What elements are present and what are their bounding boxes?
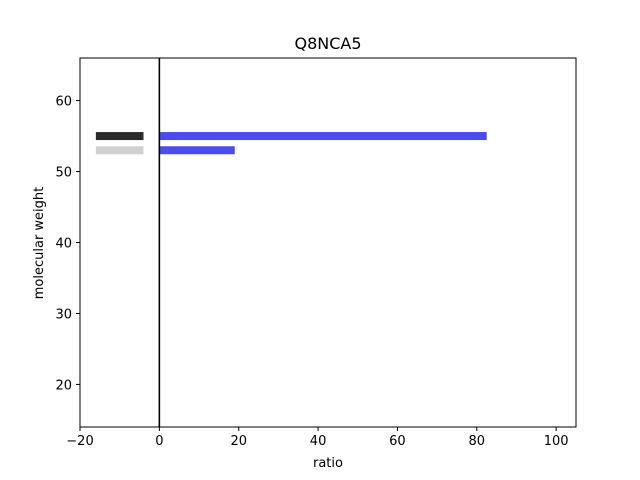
- x-tick-label: 20: [230, 434, 247, 449]
- plot-frame: [79, 57, 577, 428]
- x-axis-label: ratio: [313, 456, 343, 471]
- chart-title: Q8NCA5: [294, 34, 361, 53]
- x-tick-label: 60: [389, 434, 406, 449]
- y-axis-ticks: 20 30 40 50 60: [55, 95, 80, 393]
- marker-bar-0: [95, 132, 144, 141]
- y-tick-label: 60: [55, 95, 72, 110]
- x-tick-label: 80: [469, 434, 486, 449]
- x-tick-label: 40: [310, 434, 327, 449]
- y-tick-label: 20: [55, 378, 72, 393]
- y-tick-label: 30: [55, 307, 72, 322]
- x-axis-ticks: −20 0 20 40 60 80 100: [66, 427, 569, 449]
- plot-marks: [95, 58, 487, 427]
- y-tick-label: 40: [55, 237, 72, 252]
- marker-bar-1: [95, 146, 144, 155]
- ratio-bar-1: [159, 146, 235, 155]
- x-tick-label: −20: [66, 434, 93, 449]
- ratio-bar-0: [159, 132, 487, 141]
- x-tick-label: 100: [544, 434, 569, 449]
- y-tick-label: 50: [55, 166, 72, 181]
- y-axis-label: molecular weight: [32, 187, 47, 300]
- x-tick-label: 0: [155, 434, 163, 449]
